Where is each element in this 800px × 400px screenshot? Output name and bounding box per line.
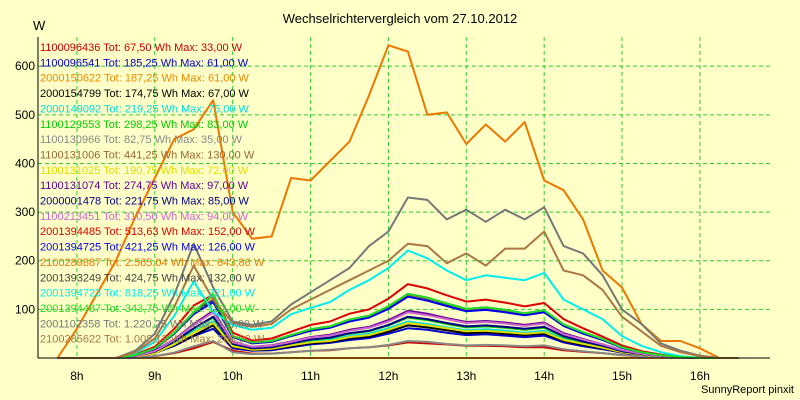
- y-axis-unit: W: [33, 18, 46, 33]
- legend-entry-4: 2000154799 Tot: 174,75 Wh Max: 67,00 W: [40, 88, 250, 100]
- y-tick-label: 200: [15, 254, 35, 268]
- x-tick-label: 11h: [301, 369, 320, 383]
- legend-entry-13: 2001394485 Tot: 513,63 Wh Max: 152,00 W: [40, 226, 256, 238]
- legend: 1100096436 Tot: 67,50 Wh Max: 33,00 W 110…: [40, 42, 265, 346]
- credit-text: SunnyReport pinxit: [701, 384, 794, 396]
- legend-entry-18: 2001394487 Tot: 343,75 Wh Max: 132,00 W: [40, 303, 256, 315]
- series-line-13: [57, 283, 739, 359]
- series-line-15: [56, 44, 739, 359]
- series-line-7: [57, 340, 739, 359]
- legend-entry-2: 1100096541 Tot: 185,25 Wh Max: 61,00 W: [40, 57, 249, 69]
- grid: [38, 37, 770, 358]
- legend-entry-5: 2000149092 Tot: 219,25 Wh Max: 75,00 W: [40, 103, 250, 115]
- series-line-20: [57, 230, 739, 359]
- series-lines: [56, 44, 739, 359]
- x-tick-label: 15h: [612, 369, 632, 383]
- x-tick-label: 16h: [690, 369, 710, 383]
- plot-area: [38, 37, 770, 358]
- y-tick-label: 600: [15, 59, 35, 73]
- legend-entry-15: 2100289887 Tot: 2.565,04 Wh Max: 643,86 …: [40, 257, 265, 269]
- plot-background: [38, 37, 770, 358]
- legend-entry-9: 1100131025 Tot: 190,75 Wh Max: 72,00 W: [40, 165, 249, 177]
- y-tick-labels: 100 200 300 400 500 600: [15, 59, 35, 316]
- legend-entry-17: 2001394723 Tot: 818,25 Wh Max: 221,00 W: [40, 288, 256, 300]
- x-tick-label: 10h: [223, 369, 243, 383]
- x-tick-labels: 8h 9h 10h 11h 12h 13h 14h 15h 16h: [70, 369, 710, 383]
- series-line-17: [57, 249, 739, 359]
- x-tick-label: 8h: [70, 369, 83, 383]
- y-tick-label: 500: [15, 108, 35, 122]
- series-line-19: [57, 196, 739, 359]
- x-tick-label: 12h: [378, 369, 398, 383]
- legend-entry-8: 1100131006 Tot: 441,25 Wh Max: 130,00 W: [40, 149, 255, 161]
- series-line-12: [57, 311, 739, 359]
- legend-entry-10: 1100131074 Tot: 274,75 Wh Max: 97,00 W: [40, 180, 249, 192]
- legend-entry-3: 2000150622 Tot: 187,25 Wh Max: 61,00 W: [40, 73, 250, 85]
- x-tick-label: 9h: [148, 369, 161, 383]
- x-tick-label: 13h: [456, 369, 476, 383]
- legend-entry-12: 1100213451 Tot: 310,50 Wh Max: 94,00 W: [40, 211, 249, 223]
- y-tick-label: 300: [15, 205, 35, 219]
- chart-title: Wechselrichtervergleich vom 27.10.2012: [283, 11, 518, 26]
- legend-entry-6: 1100129553 Tot: 298,25 Wh Max: 83,00 W: [40, 119, 249, 131]
- y-tick-label: 400: [15, 156, 35, 170]
- legend-entry-1: 1100096436 Tot: 67,50 Wh Max: 33,00 W: [40, 42, 243, 54]
- series-line-18: [57, 292, 739, 359]
- legend-entry-20: 2100285622 Tot: 1.008,13 Wh Max: 260,00 …: [40, 334, 265, 346]
- y-tick-label: 100: [15, 302, 35, 316]
- legend-entry-16: 2001393249 Tot: 424,75 Wh Max: 132,00 W: [40, 272, 256, 284]
- legend-entry-7: 1100130966 Tot: 82,75 Wh Max: 35,00 W: [40, 134, 243, 146]
- axes: [37, 37, 770, 359]
- legend-entry-11: 2000001478 Tot: 221,75 Wh Max: 85,00 W: [40, 196, 250, 208]
- legend-entry-19: 2001102358 Tot: 1.220,25 Wh Max: 330,00 …: [40, 318, 264, 330]
- legend-entry-14: 2001394725 Tot: 421,25 Wh Max: 126,00 W: [40, 242, 256, 254]
- x-tick-label: 14h: [534, 369, 554, 383]
